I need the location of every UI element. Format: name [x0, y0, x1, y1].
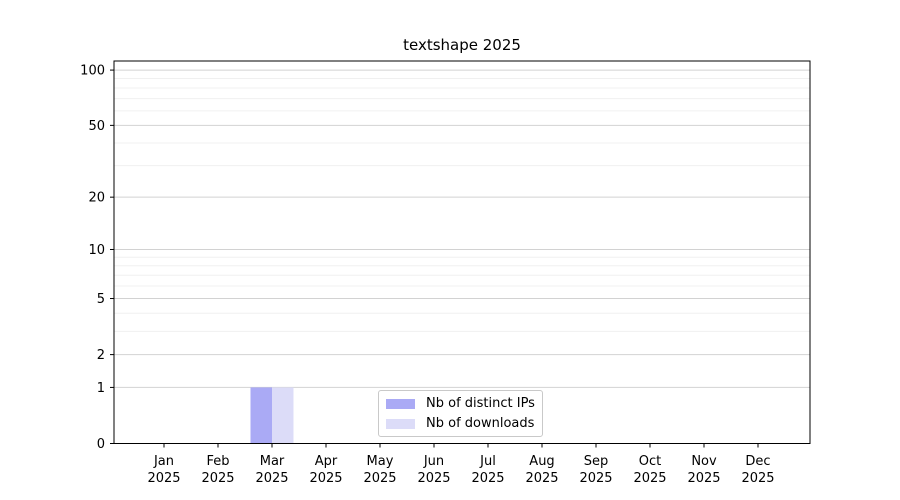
y-tick-label: 1 [97, 381, 105, 396]
y-tick-label: 2 [97, 348, 105, 363]
x-tick-label-month: Dec [745, 454, 770, 469]
x-tick-label-year: 2025 [579, 471, 612, 486]
x-tick-label-year: 2025 [741, 471, 774, 486]
y-tick-label: 0 [97, 437, 105, 452]
chart-title: textshape 2025 [403, 36, 521, 54]
x-tick-label-month: Nov [691, 454, 717, 469]
x-tick-label-month: May [367, 454, 394, 469]
y-tick-label: 20 [88, 191, 105, 206]
x-tick-label-year: 2025 [309, 471, 342, 486]
x-tick-label-year: 2025 [471, 471, 504, 486]
legend: Nb of distinct IPs Nb of downloads [378, 390, 543, 437]
x-tick-label-month: Sep [584, 454, 609, 469]
x-tick-label-year: 2025 [633, 471, 666, 486]
bar-nb-of-distinct-ips-mar-2025 [250, 387, 272, 444]
x-tick-label-year: 2025 [201, 471, 234, 486]
legend-swatch-downloads [386, 418, 415, 429]
x-tick-label-month: Oct [639, 454, 661, 469]
legend-label-distinct-ips: Nb of distinct IPs [426, 396, 535, 411]
legend-item-downloads: Nb of downloads [386, 416, 542, 431]
x-tick-label-year: 2025 [687, 471, 720, 486]
y-tick-label: 5 [97, 292, 105, 307]
x-tick-label-month: Mar [260, 454, 285, 469]
x-tick-label-year: 2025 [255, 471, 288, 486]
y-tick-label: 10 [88, 243, 105, 258]
x-tick-label-month: Jan [153, 454, 174, 469]
x-tick-label-month: Aug [529, 454, 554, 469]
x-tick-label-year: 2025 [147, 471, 180, 486]
x-tick-label-month: Apr [315, 454, 338, 469]
x-tick-label-month: Jul [479, 454, 496, 469]
legend-item-distinct-ips: Nb of distinct IPs [386, 396, 542, 411]
x-tick-label-year: 2025 [363, 471, 396, 486]
x-tick-label-year: 2025 [525, 471, 558, 486]
y-tick-label: 100 [80, 64, 105, 79]
bar-nb-of-downloads-mar-2025 [272, 387, 294, 444]
legend-swatch-distinct-ips [386, 398, 415, 409]
x-tick-label-year: 2025 [417, 471, 450, 486]
x-tick-label-month: Feb [206, 454, 229, 469]
y-tick-label: 50 [88, 119, 105, 134]
axes-spines [113, 60, 811, 444]
legend-label-downloads: Nb of downloads [426, 416, 535, 431]
x-tick-label-month: Jun [423, 454, 444, 469]
